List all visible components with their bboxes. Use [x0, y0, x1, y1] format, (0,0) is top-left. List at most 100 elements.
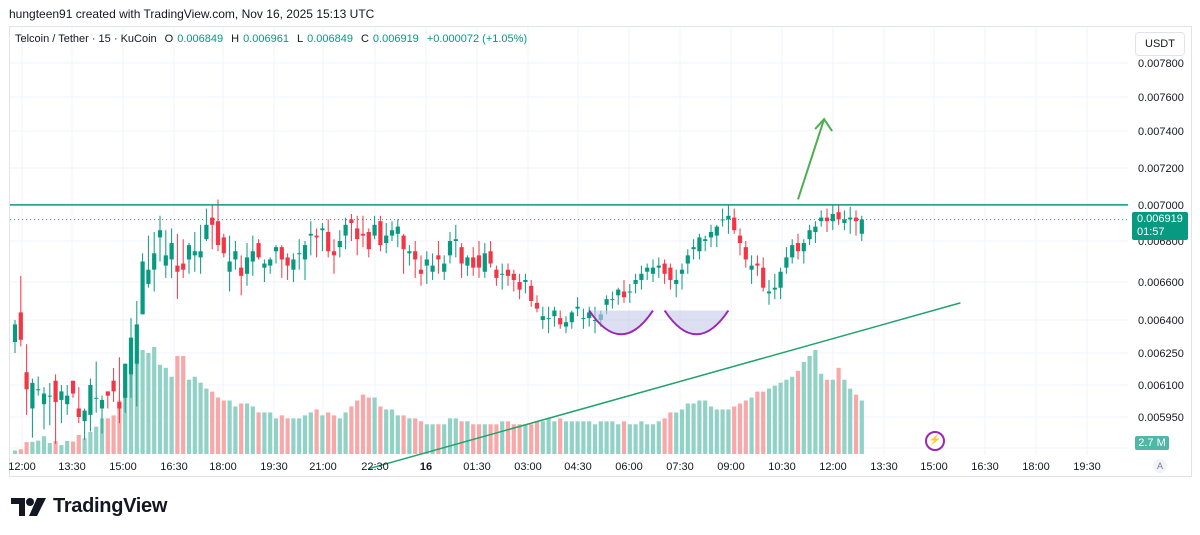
- candle-body: [819, 217, 824, 222]
- candle-body: [697, 237, 702, 252]
- volume-bar: [465, 421, 470, 454]
- y-tick-label: 0.006100: [1138, 380, 1184, 392]
- volume-bar: [703, 400, 708, 454]
- volume-bar: [430, 424, 435, 454]
- volume-bar: [82, 438, 87, 454]
- volume-bar: [598, 421, 603, 454]
- candle-body: [30, 382, 35, 409]
- candle-body: [639, 273, 644, 280]
- volume-bar: [511, 424, 516, 454]
- volume-bar: [552, 421, 557, 454]
- candle-body: [384, 235, 389, 244]
- volume-bar: [592, 424, 598, 454]
- candle-body: [662, 263, 667, 274]
- x-tick-label: 10:30: [768, 461, 796, 473]
- low-value: 0.006849: [307, 33, 353, 45]
- candle-body: [349, 219, 354, 223]
- candle-body: [268, 259, 273, 266]
- volume-bar: [65, 440, 70, 454]
- candle-body: [24, 372, 29, 390]
- volume-bar: [558, 418, 563, 454]
- candle-body: [41, 393, 47, 405]
- candle-body: [650, 267, 656, 274]
- candle-body: [88, 385, 93, 415]
- volume-bar: [755, 391, 760, 454]
- candle-body: [331, 251, 337, 256]
- auto-scale-button[interactable]: A: [1153, 459, 1167, 473]
- volume-bar: [442, 424, 447, 454]
- candle-body: [140, 261, 145, 315]
- symbol-title[interactable]: Telcoin / Tether · 15 · KuCoin: [15, 33, 157, 45]
- volume-bar: [204, 388, 209, 454]
- volume-bar: [401, 415, 406, 454]
- candle-body: [714, 226, 719, 236]
- candle-body: [256, 243, 261, 258]
- volume-bar: [262, 412, 267, 454]
- volume-bar: [859, 400, 864, 454]
- volume-bar: [76, 434, 81, 454]
- candle-body: [691, 247, 696, 250]
- candle-body: [99, 399, 105, 409]
- volume-bar: [117, 400, 122, 454]
- candle-body: [459, 247, 464, 264]
- volume-bar: [476, 424, 482, 454]
- candle-body: [447, 241, 453, 256]
- candle-body: [181, 263, 186, 270]
- volume-bar: [12, 450, 18, 454]
- volume-bar: [790, 376, 795, 454]
- low-label: L: [296, 33, 304, 45]
- x-tick-label: 19:30: [1073, 461, 1101, 473]
- candle-body: [853, 217, 859, 222]
- volume-bar: [111, 415, 116, 454]
- volume-bar: [737, 403, 743, 454]
- candle-body: [546, 318, 551, 320]
- volume-bar: [500, 421, 505, 454]
- candle-body: [494, 269, 499, 278]
- volume-bar: [163, 367, 168, 454]
- candle-body: [813, 226, 818, 232]
- candle-body: [279, 247, 284, 260]
- volume-bar: [88, 432, 93, 454]
- volume-bar: [848, 388, 853, 454]
- projection-arrow: [797, 118, 826, 200]
- bar-countdown: 01:57: [1137, 226, 1165, 238]
- x-tick-label: 18:00: [209, 461, 237, 473]
- volume-bar: [488, 424, 493, 454]
- volume-bar: [233, 406, 238, 454]
- candle-body: [360, 233, 366, 236]
- candle-body: [749, 265, 754, 270]
- volume-bar: [157, 364, 163, 454]
- volume-bar: [47, 443, 52, 454]
- candle-body: [285, 257, 290, 266]
- volume-bar: [221, 400, 226, 454]
- volume-bar: [244, 403, 250, 454]
- candle-body: [668, 267, 673, 280]
- candle-body: [123, 363, 128, 398]
- volume-bar: [59, 445, 64, 454]
- volume-bar: [239, 403, 244, 454]
- candle-body: [59, 391, 64, 400]
- volume-bar: [320, 415, 325, 454]
- currency-button[interactable]: USDT: [1135, 32, 1185, 56]
- x-tick-label: 15:00: [109, 461, 137, 473]
- volume-bar: [366, 397, 371, 454]
- volume-bar: [459, 421, 464, 454]
- candle-body: [128, 337, 134, 375]
- open-label: O: [164, 33, 174, 45]
- lightning-icon[interactable]: ⚡: [925, 431, 945, 451]
- volume-bar: [749, 397, 754, 454]
- candle-body: [198, 251, 203, 258]
- volume-bar: [302, 415, 308, 454]
- volume-bar: [656, 421, 661, 454]
- volume-bar: [360, 394, 366, 454]
- tradingview-mark-icon: [11, 497, 46, 516]
- chart-frame[interactable]: [9, 26, 1192, 477]
- volume-bar: [105, 418, 110, 454]
- candle-body: [273, 247, 279, 252]
- last-price: 0.006919: [1137, 213, 1183, 225]
- tradingview-logo[interactable]: TradingView: [11, 495, 167, 518]
- candle-body: [569, 312, 574, 323]
- volume-bar: [616, 424, 621, 454]
- y-tick-label: 0.007600: [1138, 92, 1184, 104]
